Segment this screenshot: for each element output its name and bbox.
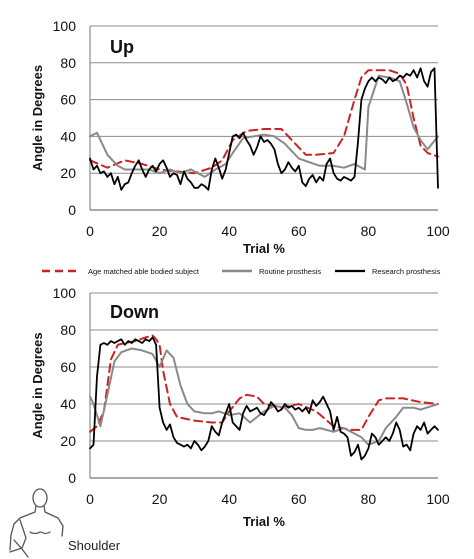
x-tick-label: 40 — [221, 491, 237, 507]
legend-label: Routine prosthesis — [259, 267, 321, 276]
series-line-research — [89, 336, 439, 461]
y-axis-label: Angle in Degrees — [30, 332, 45, 438]
y-axis-label: Angle in Degrees — [30, 65, 45, 171]
x-tick-label: 60 — [291, 223, 307, 239]
panel-title: Up — [110, 37, 134, 57]
y-tick-label: 100 — [53, 285, 77, 301]
legend-label: Research prosthesis — [372, 267, 441, 276]
x-tick-label: 80 — [361, 223, 377, 239]
x-tick-label: 80 — [361, 491, 377, 507]
chart-up: 0 20 40 60 80 100 0 20 40 60 80 100 Angle in Degrees… — [30, 18, 450, 256]
shoulder-figure-icon — [9, 488, 64, 558]
x-tick-label: 20 — [152, 223, 168, 239]
y-tick-label: 0 — [68, 470, 76, 486]
y-tick-label: 20 — [60, 165, 76, 181]
legend-label: Age matched able bodied subject — [88, 267, 200, 276]
x-axis-label: Trial % — [243, 514, 285, 529]
x-tick-label: 100 — [426, 491, 450, 507]
figure-caption: Shoulder — [68, 538, 121, 553]
x-tick-label: 40 — [221, 223, 237, 239]
x-tick-label: 100 — [426, 223, 450, 239]
x-tick-label: 60 — [291, 491, 307, 507]
y-tick-label: 100 — [53, 18, 77, 34]
panel-title: Down — [110, 302, 159, 322]
series-line-able-bodied — [89, 69, 439, 175]
legend: Age matched able bodied subject Routine p… — [42, 267, 441, 276]
x-tick-label: 0 — [86, 491, 94, 507]
series-line-research — [89, 67, 439, 191]
series-line-routine — [89, 74, 439, 178]
y-tick-label: 40 — [60, 396, 76, 412]
chart-down: 0 20 40 60 80 100 0 20 40 60 80 100 Angle in Degrees… — [30, 285, 450, 529]
y-tick-label: 80 — [60, 322, 76, 338]
y-tick-label: 60 — [60, 92, 76, 108]
y-tick-label: 80 — [60, 55, 76, 71]
y-tick-label: 20 — [60, 433, 76, 449]
y-tick-label: 60 — [60, 359, 76, 375]
x-tick-label: 0 — [86, 223, 94, 239]
series-line-routine — [89, 347, 439, 446]
y-tick-label: 0 — [68, 202, 76, 218]
y-tick-label: 40 — [60, 128, 76, 144]
x-tick-label: 20 — [152, 491, 168, 507]
x-axis-label: Trial % — [243, 241, 285, 256]
